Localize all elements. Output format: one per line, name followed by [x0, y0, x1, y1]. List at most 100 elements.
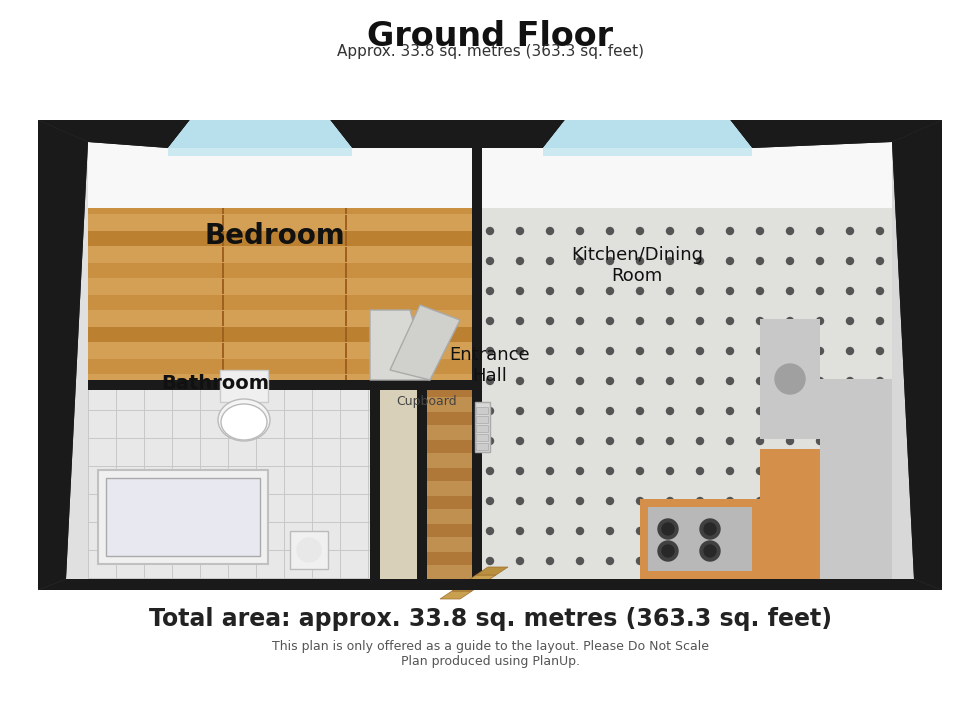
Bar: [345, 148, 346, 150]
Bar: [88, 550, 370, 551]
Circle shape: [666, 528, 673, 535]
Circle shape: [547, 258, 554, 264]
Circle shape: [876, 557, 884, 565]
Bar: [345, 295, 346, 310]
Circle shape: [486, 288, 494, 295]
Circle shape: [787, 288, 794, 295]
Circle shape: [847, 407, 854, 414]
Circle shape: [547, 318, 554, 325]
Bar: [88, 380, 472, 390]
Bar: [340, 390, 341, 579]
Bar: [88, 148, 472, 390]
Circle shape: [697, 288, 704, 295]
Circle shape: [847, 197, 854, 204]
Circle shape: [726, 258, 733, 264]
Circle shape: [486, 528, 494, 535]
Circle shape: [726, 377, 733, 384]
Circle shape: [757, 288, 763, 295]
Circle shape: [636, 347, 644, 355]
Circle shape: [486, 557, 494, 565]
Bar: [222, 183, 223, 198]
Circle shape: [547, 437, 554, 444]
Circle shape: [697, 347, 704, 355]
Bar: [417, 454, 472, 467]
Circle shape: [607, 318, 613, 325]
Circle shape: [757, 498, 763, 505]
Circle shape: [607, 407, 613, 414]
Bar: [222, 151, 223, 166]
Bar: [417, 482, 472, 495]
Bar: [345, 343, 347, 358]
Circle shape: [787, 557, 794, 565]
Circle shape: [726, 468, 733, 474]
Bar: [88, 390, 89, 579]
Bar: [172, 390, 173, 579]
Circle shape: [486, 258, 494, 264]
Polygon shape: [330, 120, 565, 148]
Circle shape: [607, 437, 613, 444]
Circle shape: [666, 318, 673, 325]
Circle shape: [516, 228, 523, 234]
Bar: [417, 510, 472, 523]
Bar: [417, 390, 472, 579]
Circle shape: [547, 347, 554, 355]
Circle shape: [816, 498, 823, 505]
Circle shape: [697, 557, 704, 565]
Text: Plan produced using PlanUp.: Plan produced using PlanUp.: [401, 655, 579, 668]
Circle shape: [816, 318, 823, 325]
Circle shape: [516, 347, 523, 355]
Circle shape: [576, 377, 583, 384]
Circle shape: [775, 364, 805, 394]
Polygon shape: [730, 120, 942, 148]
Circle shape: [787, 318, 794, 325]
Bar: [88, 390, 370, 579]
Bar: [760, 319, 820, 439]
Bar: [222, 215, 223, 230]
Bar: [345, 151, 347, 166]
Polygon shape: [892, 148, 914, 580]
Circle shape: [636, 167, 644, 174]
Circle shape: [666, 407, 673, 414]
Circle shape: [666, 347, 673, 355]
Circle shape: [297, 538, 321, 562]
Bar: [417, 390, 472, 397]
Circle shape: [726, 498, 733, 505]
Bar: [88, 522, 370, 523]
Circle shape: [876, 288, 884, 295]
Bar: [472, 148, 482, 579]
Circle shape: [547, 347, 554, 355]
Bar: [472, 148, 892, 579]
Circle shape: [816, 347, 823, 355]
Bar: [88, 279, 472, 294]
Bar: [417, 398, 472, 411]
Circle shape: [547, 468, 554, 474]
Polygon shape: [390, 305, 460, 380]
Circle shape: [666, 468, 673, 474]
Circle shape: [876, 167, 884, 174]
Circle shape: [547, 407, 554, 414]
Circle shape: [726, 528, 733, 535]
Circle shape: [816, 377, 823, 384]
Circle shape: [847, 288, 854, 295]
Circle shape: [576, 347, 583, 355]
Circle shape: [876, 528, 884, 535]
Circle shape: [816, 228, 823, 234]
Circle shape: [876, 347, 884, 355]
Circle shape: [787, 228, 794, 234]
Bar: [222, 359, 223, 374]
Circle shape: [847, 468, 854, 474]
Circle shape: [787, 197, 794, 204]
Circle shape: [666, 318, 673, 325]
Circle shape: [697, 167, 704, 174]
Circle shape: [636, 528, 644, 535]
Circle shape: [816, 258, 823, 264]
Bar: [760, 519, 820, 579]
Circle shape: [607, 407, 613, 414]
Bar: [472, 148, 482, 390]
Circle shape: [787, 498, 794, 505]
Ellipse shape: [218, 399, 270, 441]
Circle shape: [576, 347, 583, 355]
Polygon shape: [440, 591, 472, 599]
Circle shape: [697, 228, 704, 234]
Circle shape: [516, 377, 523, 384]
